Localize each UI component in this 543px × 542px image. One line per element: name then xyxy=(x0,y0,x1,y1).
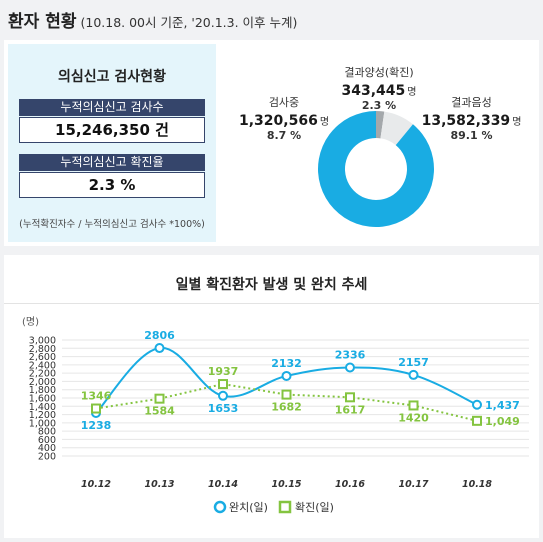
chart-divider xyxy=(4,303,539,304)
page-title: 환자 현황 xyxy=(8,12,77,32)
pie-label-name: 결과양성(확진) xyxy=(344,66,414,79)
recovered-data-label: 1653 xyxy=(208,402,239,415)
confirmed-data-label: 1420 xyxy=(398,411,429,424)
pie-label-value: 1,320,566 xyxy=(238,113,318,129)
x-tick-label: 10.17 xyxy=(398,479,428,490)
recovered-point xyxy=(218,390,228,401)
test-status-box: 의심신고 검사현황 누적의심신고 검사수 15,246,350 건 누적의심신고… xyxy=(8,44,216,242)
confirmed-data-label: 1346 xyxy=(81,390,112,403)
y-tick-label: 2,800 xyxy=(29,344,56,355)
recovered-point xyxy=(154,343,165,354)
donut-slice xyxy=(376,111,385,139)
confirmed-point xyxy=(91,403,101,414)
confirmed-data-label: 1937 xyxy=(208,365,239,378)
pie-label-unit: 명 xyxy=(319,117,330,128)
y-tick-label: 800 xyxy=(38,427,56,438)
test-result-donut xyxy=(317,111,434,228)
confirm-rate-label: 누적의심신고 확진율 xyxy=(19,154,205,171)
page-subtitle: (10.18. 00시 기준, '20.1.3. 이후 누계) xyxy=(80,15,298,30)
pie-label-unit: 명 xyxy=(407,87,417,98)
y-tick-label: 400 xyxy=(38,443,56,454)
x-tick-label: 10.12 xyxy=(81,479,111,490)
pie-label-percent: 2.3 % xyxy=(361,99,397,112)
pie-label-percent: 89.1 % xyxy=(450,129,493,142)
confirmed-point xyxy=(408,400,419,411)
y-tick-label: 2,400 xyxy=(29,360,56,371)
donut-slice xyxy=(317,111,434,228)
recovered-point xyxy=(281,370,292,381)
x-tick-label: 10.18 xyxy=(462,479,492,490)
x-tick-label: 10.14 xyxy=(208,479,238,490)
pie-label-unit: 명 xyxy=(512,117,522,128)
trend-panel: 일별 확진환자 발생 및 완치 추세 (명) 200 400 600 800 1,000 1… xyxy=(4,255,539,538)
trend-line-chart: (명) 2004006008001,0001,2001,4001,6001,800… xyxy=(22,316,529,514)
confirmed-point xyxy=(472,415,482,426)
y-tick-label: 2,000 xyxy=(29,377,56,388)
recovered-point xyxy=(472,399,482,410)
confirmed-data-label: 1617 xyxy=(335,403,366,416)
x-tick-label: 10.15 xyxy=(271,479,301,490)
x-tick-label: 10.13 xyxy=(144,479,174,490)
confirmed-point xyxy=(154,393,165,404)
y-tick-label: 2,600 xyxy=(29,352,56,363)
pie-label-name: 검사중 xyxy=(268,96,300,109)
pie-label-value: 343,445 xyxy=(341,83,406,99)
summary-panel: 의심신고 검사현황 누적의심신고 검사수 15,246,350 건 누적의심신고… xyxy=(4,40,539,246)
legend-label-confirmed: 확진(일) xyxy=(295,500,334,514)
pie-label-negative: 결과음성 13,582,339 명 89.1 % xyxy=(409,94,534,142)
confirmed-data-label: 1584 xyxy=(144,405,175,418)
confirmed-point xyxy=(281,389,292,400)
legend-label-recovered: 완치(일) xyxy=(229,500,268,514)
y-tick-label: 200 xyxy=(38,452,56,463)
page-header: 환자 현황 (10.18. 00시 기준, '20.1.3. 이후 누계) xyxy=(8,7,297,32)
total-tests-value: 15,246,350 건 xyxy=(19,117,205,143)
y-tick-label: 1,000 xyxy=(29,418,56,429)
total-tests-label: 누적의심신고 검사수 xyxy=(19,99,205,116)
confirm-rate-value: 2.3 % xyxy=(19,172,205,198)
y-axis-label: (명) xyxy=(22,316,39,328)
recovered-point xyxy=(408,369,419,380)
donut-slice xyxy=(380,111,413,146)
test-status-title: 의심신고 검사현황 xyxy=(58,69,166,85)
pie-label-testing: 검사중 1,320,566 명 8.7 % xyxy=(229,94,339,142)
formula-note: (누적확진자수 / 누적의심신고 검사수 *100%) xyxy=(19,219,205,230)
confirmed-point xyxy=(218,379,228,390)
pie-label-name: 결과음성 xyxy=(451,96,492,109)
x-tick-label: 10.16 xyxy=(335,479,365,490)
recovered-point xyxy=(345,362,355,373)
recovered-data-label: 2336 xyxy=(335,349,366,362)
confirmed-data-label: 1682 xyxy=(271,401,302,414)
recovered-data-label: 1,437 xyxy=(485,399,520,412)
y-tick-label: 1,600 xyxy=(29,394,56,405)
y-tick-label: 2,200 xyxy=(29,369,56,380)
chart-title: 일별 확진환자 발생 및 완치 추세 xyxy=(175,277,368,293)
y-tick-label: 3,000 xyxy=(29,336,56,347)
recovered-data-label: 2157 xyxy=(398,356,429,369)
confirmed-point xyxy=(345,392,355,403)
recovered-data-label: 2132 xyxy=(271,357,302,370)
legend-marker-recovered xyxy=(213,500,227,514)
recovered-data-label: 2806 xyxy=(144,329,175,342)
pie-label-percent: 8.7 % xyxy=(266,129,302,142)
y-tick-label: 1,400 xyxy=(29,402,56,413)
y-tick-label: 1,800 xyxy=(29,385,56,396)
pie-label-positive: 결과양성(확진) 343,445 명 2.3 % xyxy=(299,64,459,112)
confirmed-data-label: 1,049 xyxy=(485,415,520,428)
pie-label-value: 13,582,339 xyxy=(421,113,511,129)
y-tick-label: 1,200 xyxy=(29,410,56,421)
legend-marker-confirmed xyxy=(278,500,292,514)
recovered-data-label: 1238 xyxy=(81,419,112,432)
y-tick-label: 600 xyxy=(38,435,56,446)
